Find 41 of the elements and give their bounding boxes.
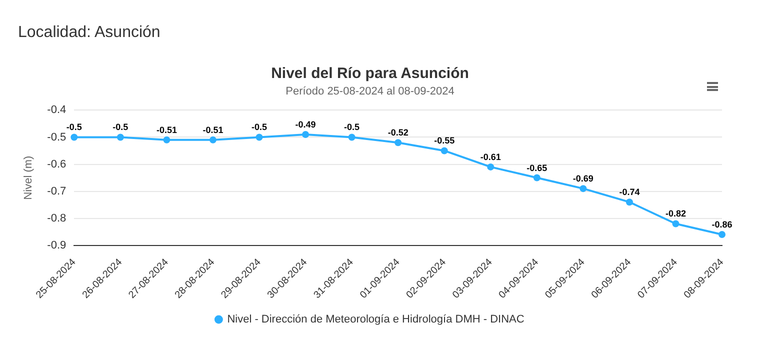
data-label: -0.5: [66, 122, 82, 132]
point: [70, 134, 78, 141]
y-tick-label: -0.7: [47, 185, 66, 198]
point: [580, 185, 587, 192]
chart-subtitle: Período 25-08-2024 al 08-09-2024: [286, 86, 454, 98]
data-label: -0.61: [480, 152, 501, 162]
data-label: -0.51: [202, 124, 224, 135]
data-label: -0.55: [434, 136, 455, 146]
data-label: -0.5: [251, 122, 268, 132]
data-label: -0.69: [572, 174, 594, 184]
data-label: -0.74: [619, 187, 640, 198]
point: [302, 131, 310, 138]
point: [209, 136, 216, 144]
chart-title: Nivel del Río para Asunción: [271, 65, 469, 82]
point: [718, 231, 726, 238]
point: [163, 136, 170, 144]
y-axis-title: Nivel (m): [22, 156, 35, 200]
data-label: -0.86: [712, 220, 732, 230]
y-tick-label: -0.4: [47, 104, 66, 116]
point: [440, 147, 448, 154]
point: [394, 139, 402, 146]
data-label: -0.52: [388, 128, 408, 138]
y-tick-label: -0.8: [47, 212, 66, 224]
legend-label: Nivel - Dirección de Meteorología e Hidrología DMH - DINAC: [227, 314, 524, 326]
data-label: -0.51: [156, 124, 177, 135]
point: [626, 198, 633, 206]
data-label: -0.5: [344, 122, 360, 132]
data-label: -0.5: [112, 122, 128, 132]
data-label: -0.82: [665, 208, 686, 219]
point: [256, 134, 263, 141]
data-label: -0.65: [526, 162, 548, 173]
y-tick-label: -0.6: [47, 158, 66, 170]
y-tick-label: -0.5: [47, 131, 66, 144]
text: Localidad: Asunción: [17, 23, 162, 43]
data-label: -0.49: [295, 120, 316, 130]
point: [533, 174, 540, 182]
point: [348, 134, 356, 141]
point: [672, 220, 680, 228]
point: [487, 163, 494, 170]
point: [116, 134, 124, 141]
y-tick-label: -0.9: [47, 239, 66, 252]
